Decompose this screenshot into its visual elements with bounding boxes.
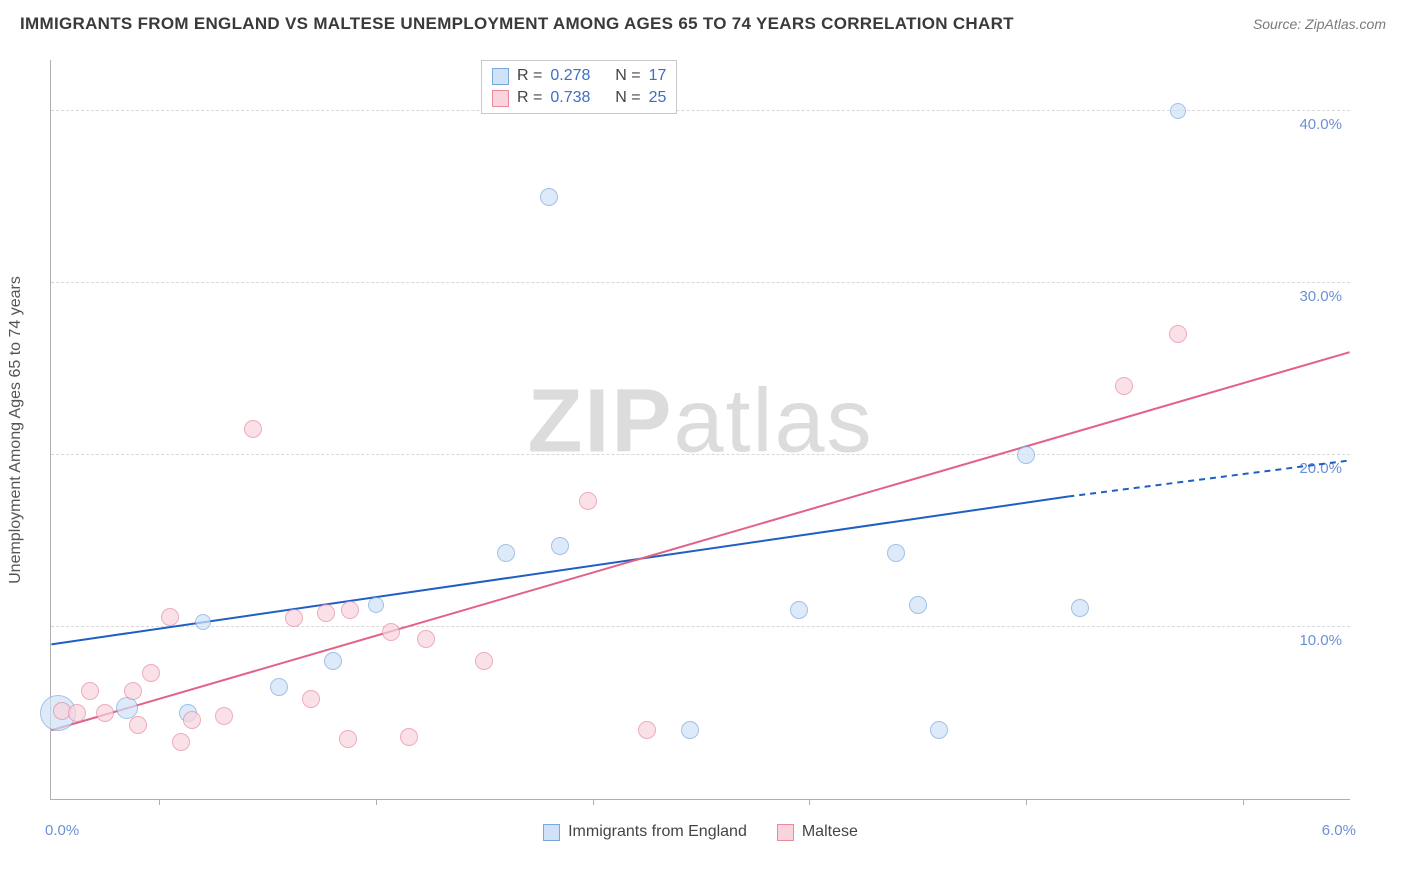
- data-point-series-1: [1115, 377, 1133, 395]
- r-label: R =: [517, 67, 542, 85]
- swatch-series-1: [777, 824, 794, 841]
- plot-area: ZIPatlas 10.0%20.0%30.0%40.0% Unemployme…: [50, 60, 1350, 800]
- legend-label-0: Immigrants from England: [568, 823, 747, 841]
- x-tick: [376, 799, 377, 805]
- n-value-1: 25: [649, 89, 667, 107]
- data-point-series-1: [161, 608, 179, 626]
- data-point-series-1: [382, 623, 400, 641]
- r-label: R =: [517, 89, 542, 107]
- data-point-series-1: [285, 609, 303, 627]
- x-tick: [809, 799, 810, 805]
- data-point-series-1: [215, 707, 233, 725]
- legend-item-1: Maltese: [777, 823, 858, 841]
- legend-stats-row-1: R = 0.738 N = 25: [492, 87, 666, 109]
- data-point-series-1: [341, 601, 359, 619]
- data-point-series-0: [368, 597, 384, 613]
- data-point-series-0: [909, 596, 927, 614]
- data-point-series-1: [317, 604, 335, 622]
- data-point-series-0: [324, 652, 342, 670]
- source-label: Source: ZipAtlas.com: [1253, 16, 1386, 32]
- x-axis-end-label: 6.0%: [1322, 822, 1356, 839]
- data-point-series-1: [579, 492, 597, 510]
- r-value-0: 0.278: [550, 67, 590, 85]
- data-point-series-1: [124, 682, 142, 700]
- data-point-series-1: [96, 704, 114, 722]
- data-point-series-1: [129, 716, 147, 734]
- y-axis-title: Unemployment Among Ages 65 to 74 years: [7, 276, 25, 584]
- data-point-series-1: [339, 730, 357, 748]
- data-point-series-1: [81, 682, 99, 700]
- data-point-series-0: [551, 537, 569, 555]
- data-point-series-0: [540, 188, 558, 206]
- legend-stats-row-0: R = 0.278 N = 17: [492, 65, 666, 87]
- data-point-series-0: [887, 544, 905, 562]
- data-point-series-0: [790, 601, 808, 619]
- legend-item-0: Immigrants from England: [543, 823, 747, 841]
- x-tick: [1243, 799, 1244, 805]
- data-point-series-1: [400, 728, 418, 746]
- trend-line: [51, 352, 1349, 730]
- data-point-series-1: [244, 420, 262, 438]
- data-point-series-0: [681, 721, 699, 739]
- trend-line-extrapolated: [1068, 460, 1349, 496]
- legend-label-1: Maltese: [802, 823, 858, 841]
- data-point-series-1: [638, 721, 656, 739]
- chart-title: IMMIGRANTS FROM ENGLAND VS MALTESE UNEMP…: [20, 14, 1014, 34]
- data-point-series-1: [183, 711, 201, 729]
- data-point-series-1: [172, 733, 190, 751]
- n-label: N =: [615, 67, 640, 85]
- data-point-series-0: [1017, 446, 1035, 464]
- swatch-series-0: [492, 68, 509, 85]
- data-point-series-0: [930, 721, 948, 739]
- data-point-series-1: [417, 630, 435, 648]
- data-point-series-0: [270, 678, 288, 696]
- data-point-series-0: [1071, 599, 1089, 617]
- swatch-series-0: [543, 824, 560, 841]
- swatch-series-1: [492, 90, 509, 107]
- x-axis-start-label: 0.0%: [45, 822, 79, 839]
- data-point-series-1: [475, 652, 493, 670]
- legend-stats: R = 0.278 N = 17 R = 0.738 N = 25: [481, 60, 677, 114]
- data-point-series-1: [302, 690, 320, 708]
- r-value-1: 0.738: [550, 89, 590, 107]
- header: IMMIGRANTS FROM ENGLAND VS MALTESE UNEMP…: [20, 14, 1386, 34]
- x-tick: [593, 799, 594, 805]
- legend-series: Immigrants from England Maltese: [51, 823, 1350, 841]
- n-label: N =: [615, 89, 640, 107]
- data-point-series-1: [1169, 325, 1187, 343]
- data-point-series-1: [68, 704, 86, 722]
- data-point-series-0: [195, 614, 211, 630]
- n-value-0: 17: [649, 67, 667, 85]
- x-tick: [159, 799, 160, 805]
- data-point-series-0: [497, 544, 515, 562]
- data-point-series-1: [142, 664, 160, 682]
- x-tick: [1026, 799, 1027, 805]
- data-point-series-0: [1170, 103, 1186, 119]
